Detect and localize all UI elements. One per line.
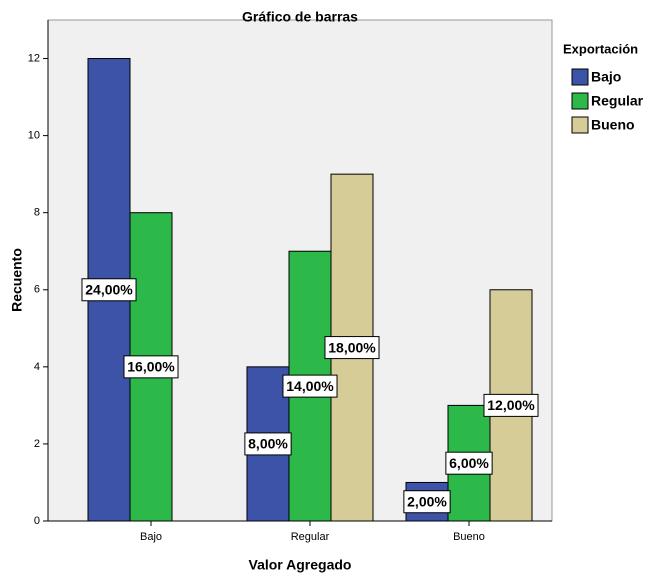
legend-label: Bajo <box>591 69 621 85</box>
x-tick-label: Bueno <box>453 531 485 543</box>
data-label: 8,00% <box>248 436 288 452</box>
data-label: 24,00% <box>85 281 133 297</box>
data-label-box <box>123 355 179 379</box>
x-tick-label: Bajo <box>140 531 162 543</box>
y-tick-label: 0 <box>34 515 40 527</box>
legend-title: Exportación <box>563 41 638 56</box>
data-label: 14,00% <box>286 378 334 394</box>
data-label-box <box>81 278 137 302</box>
legend-swatch <box>571 68 589 86</box>
legend-swatch <box>571 92 589 110</box>
y-tick-label: 10 <box>28 130 40 142</box>
chart-title: Gráfico de barras <box>242 9 358 25</box>
data-label: 6,00% <box>449 455 489 471</box>
data-label-box <box>483 393 539 417</box>
data-label-box <box>445 451 493 475</box>
y-tick-label: 6 <box>34 284 40 296</box>
y-axis-label: Recuento <box>9 248 25 312</box>
data-label-box <box>324 336 380 360</box>
legend-swatch <box>571 116 589 134</box>
y-tick-label: 2 <box>34 438 40 450</box>
data-label-box <box>403 490 451 514</box>
y-tick-label: 12 <box>28 52 40 64</box>
x-tick-label: Regular <box>291 531 330 543</box>
data-label: 2,00% <box>407 493 447 509</box>
data-label-box <box>244 432 292 456</box>
x-axis-label: Valor Agregado <box>249 557 352 573</box>
data-label-box <box>282 374 338 398</box>
legend-label: Regular <box>591 93 644 109</box>
legend-label: Bueno <box>591 117 635 133</box>
data-label: 18,00% <box>328 339 376 355</box>
data-label: 12,00% <box>487 397 535 413</box>
y-tick-label: 4 <box>34 361 40 373</box>
y-tick-label: 8 <box>34 207 40 219</box>
data-label: 16,00% <box>127 359 175 375</box>
